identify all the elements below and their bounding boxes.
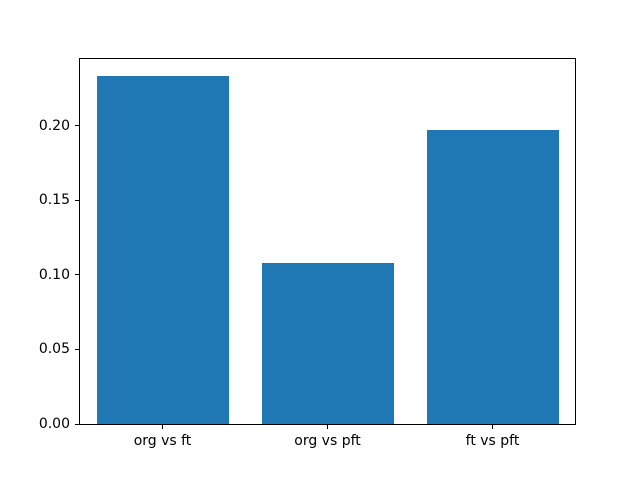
- x-axis-tick-label: org vs ft: [133, 433, 192, 449]
- y-axis-tick-label: 0.20: [38, 117, 70, 134]
- bar-1: [96, 76, 229, 424]
- y-axis-tick: [75, 125, 79, 127]
- bar-2: [261, 262, 394, 424]
- bar-3: [426, 130, 559, 424]
- y-axis-tick-label: 0.10: [38, 266, 70, 283]
- x-axis-tick: [162, 425, 163, 429]
- x-axis-tick-label: org vs pft: [294, 433, 361, 449]
- plot-area: 0.00 0.05 0.10 0.15 0.20 org vs ft org vs pft f…: [39, 58, 576, 449]
- y-axis-tick-label: 0.00: [38, 416, 70, 432]
- y-axis-tick: [75, 423, 79, 425]
- y-axis-tick-label: 0.05: [38, 341, 70, 358]
- y-axis-tick: [75, 199, 79, 201]
- x-axis-tick: [327, 425, 328, 429]
- x-axis-tick-label: ft vs pft: [465, 433, 520, 449]
- x-axis-tick: [492, 425, 493, 429]
- y-axis-tick-label: 0.15: [38, 192, 70, 209]
- y-axis-tick: [75, 274, 79, 276]
- y-axis-tick: [75, 348, 79, 350]
